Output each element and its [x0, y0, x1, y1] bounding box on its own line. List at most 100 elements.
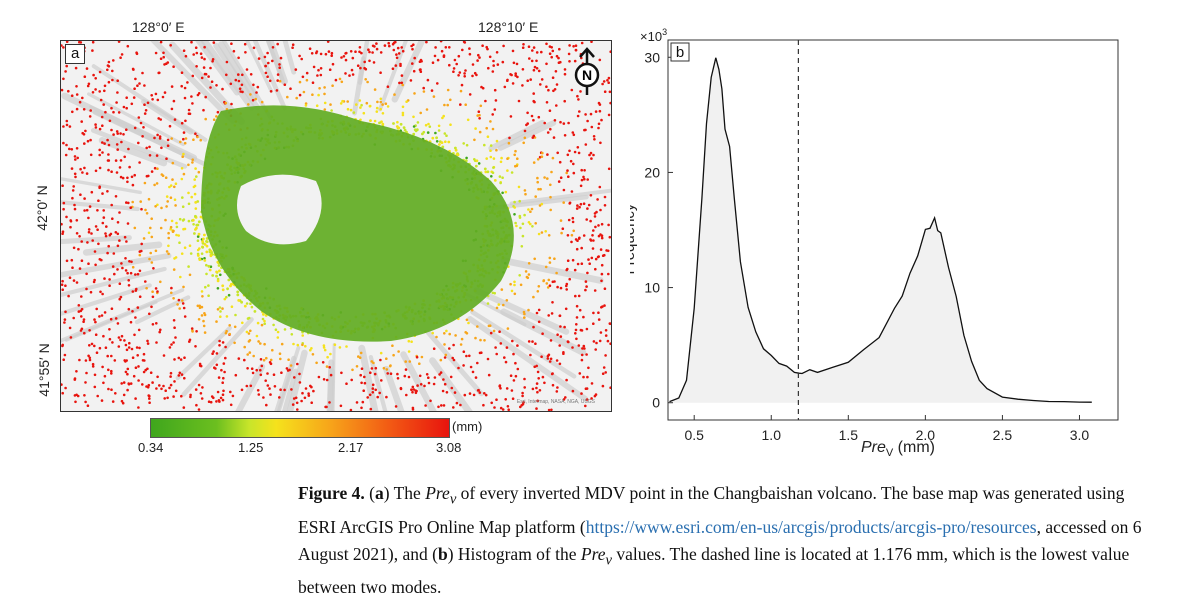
mdv-point: [230, 282, 233, 286]
mdv-point: [80, 315, 83, 318]
mdv-point: [310, 401, 313, 405]
mdv-point: [350, 68, 354, 72]
mdv-point: [442, 55, 446, 58]
mdv-point: [110, 106, 113, 110]
mdv-point: [111, 78, 114, 82]
mdv-point: [91, 365, 95, 368]
mdv-point: [576, 94, 579, 98]
mdv-point: [94, 169, 98, 173]
terrain-streak: [252, 41, 287, 111]
mdv-point: [173, 326, 176, 330]
mdv-point: [443, 332, 446, 335]
mdv-point: [442, 378, 445, 381]
mdv-point: [495, 51, 499, 54]
mdv-point: [205, 240, 208, 243]
mdv-point: [360, 381, 363, 385]
mdv-point: [188, 244, 192, 247]
mdv-point: [120, 334, 124, 338]
mdv-point: [328, 366, 332, 369]
mdv-point: [508, 136, 511, 140]
terrain-streak: [64, 300, 158, 342]
mdv-point: [432, 95, 436, 98]
mdv-point: [493, 108, 497, 111]
mdv-point: [443, 382, 447, 386]
mdv-point: [551, 156, 555, 160]
mdv-point: [575, 304, 579, 308]
mdv-point: [285, 367, 289, 370]
mdv-point: [546, 177, 549, 180]
mdv-point: [127, 201, 130, 205]
mdv-point: [584, 387, 588, 391]
mdv-point: [116, 322, 120, 325]
mdv-point: [448, 347, 451, 350]
mdv-point: [510, 389, 514, 392]
mdv-point: [236, 290, 240, 294]
mdv-point: [99, 290, 102, 294]
north-arrow-icon: N: [574, 47, 600, 95]
mdv-point: [247, 332, 251, 335]
mdv-point: [101, 124, 104, 127]
mdv-point: [177, 356, 181, 360]
mdv-point: [396, 120, 399, 124]
mdv-point: [256, 85, 260, 89]
mdv-point: [533, 257, 536, 261]
mdv-point: [96, 228, 99, 231]
mdv-point: [174, 389, 178, 393]
mdv-point: [595, 341, 598, 345]
mdv-point: [123, 235, 127, 239]
mdv-point: [162, 384, 165, 388]
mdv-point: [150, 305, 153, 309]
mdv-point: [431, 136, 435, 140]
mdv-point: [116, 148, 119, 151]
mdv-point: [429, 399, 432, 403]
mdv-point: [61, 232, 64, 235]
mdv-point: [196, 235, 200, 238]
mdv-point: [550, 170, 553, 174]
mdv-point: [218, 339, 221, 343]
mdv-point: [237, 299, 241, 302]
mdv-point: [122, 381, 126, 384]
mdv-point: [107, 143, 111, 147]
mdv-point: [523, 316, 526, 319]
mdv-point: [582, 234, 586, 237]
mdv-point: [374, 388, 378, 392]
mdv-point: [61, 88, 64, 92]
mdv-point: [138, 253, 142, 257]
y-tick-label: 30: [644, 49, 660, 65]
mdv-point: [162, 55, 165, 59]
mdv-point: [101, 141, 104, 144]
mdv-point: [514, 72, 517, 75]
mdv-point: [131, 200, 134, 204]
mdv-point: [298, 372, 301, 376]
mdv-point: [181, 155, 184, 158]
esri-link[interactable]: https://www.esri.com/en-us/arcgis/produc…: [585, 516, 1037, 537]
mdv-point: [106, 68, 109, 72]
mdv-point: [356, 64, 360, 67]
mdv-point: [108, 119, 112, 123]
mdv-point: [409, 79, 413, 82]
mdv-point: [64, 70, 67, 73]
mdv-point: [135, 287, 138, 291]
figure-caption: Figure 4. (a) The Prev of every inverted…: [298, 480, 1158, 601]
mdv-point: [190, 41, 193, 44]
terrain-streak: [61, 92, 198, 162]
mdv-point: [269, 362, 273, 366]
mdv-point: [96, 394, 99, 398]
mdv-point: [607, 76, 611, 80]
mdv-point: [244, 51, 247, 54]
mdv-point: [433, 54, 437, 58]
mdv-point: [527, 45, 531, 48]
mdv-point: [156, 203, 159, 207]
mdv-point: [437, 124, 441, 128]
mdv-point: [118, 282, 122, 285]
mdv-point: [98, 166, 102, 170]
mdv-point: [439, 41, 443, 43]
mdv-point: [492, 59, 495, 63]
mdv-point: [435, 335, 438, 339]
mdv-point: [537, 320, 541, 324]
mdv-point: [116, 91, 119, 94]
mdv-point: [296, 362, 299, 366]
mdv-point: [219, 315, 222, 319]
mdv-point: [182, 227, 185, 231]
mdv-point: [592, 135, 596, 138]
